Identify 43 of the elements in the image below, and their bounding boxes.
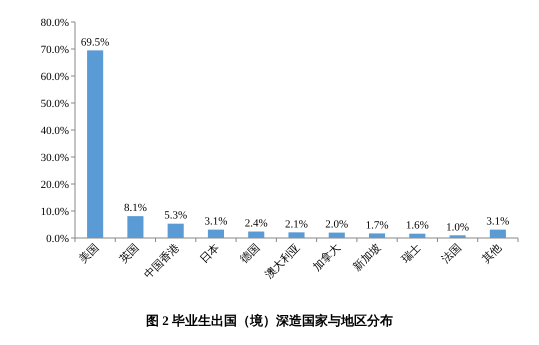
y-tick-label: 70.0% — [40, 44, 69, 56]
data-label: 3.1% — [486, 216, 510, 228]
x-tick-label: 其他 — [479, 240, 504, 266]
x-tick-label: 德国 — [238, 242, 262, 266]
bar — [127, 216, 144, 238]
data-label: 2.1% — [285, 218, 308, 230]
x-tick-label: 日本 — [197, 240, 222, 266]
y-tick-label: 30.0% — [40, 152, 69, 164]
x-tick-label: 法国 — [438, 240, 464, 266]
x-tick-label: 澳大利亚 — [262, 240, 303, 282]
x-tick-label: 中国香港 — [142, 240, 182, 282]
bar — [490, 230, 506, 238]
bar — [168, 224, 184, 238]
data-label: 8.1% — [124, 202, 147, 214]
bar — [87, 50, 104, 238]
bar — [328, 232, 345, 238]
bar — [368, 233, 386, 238]
data-label: 69.5% — [80, 36, 110, 48]
x-tick-label: 瑞士 — [398, 240, 424, 266]
y-tick-label: 40.0% — [40, 125, 69, 137]
data-label: 2.4% — [244, 218, 268, 230]
y-tick-label: 50.0% — [40, 98, 69, 110]
data-label: 1.0% — [446, 221, 470, 234]
bar — [248, 232, 264, 238]
y-tick-label: 10.0% — [40, 206, 69, 218]
x-tick-label: 英国 — [116, 240, 142, 266]
y-tick-label: 60.0% — [40, 71, 69, 83]
bar — [208, 230, 224, 238]
data-label: 5.3% — [164, 210, 188, 222]
data-label: 3.1% — [204, 216, 228, 228]
bar — [288, 232, 305, 238]
data-label: 1.7% — [366, 219, 389, 232]
x-tick-label: 美国 — [76, 240, 102, 266]
bar — [409, 234, 426, 238]
data-label: 2.0% — [325, 218, 348, 231]
x-tick-label: 新加坡 — [350, 240, 384, 274]
y-tick-label: 80.0% — [40, 17, 69, 29]
text: 图 2 毕业生出国（境）深造国家与地区分布 — [146, 313, 393, 328]
y-tick-label: 0.0% — [46, 233, 69, 245]
data-label: 1.6% — [406, 220, 429, 232]
y-tick-label: 20.0% — [40, 179, 69, 191]
x-tick-label: 加拿大 — [310, 240, 343, 274]
bar — [450, 235, 466, 238]
